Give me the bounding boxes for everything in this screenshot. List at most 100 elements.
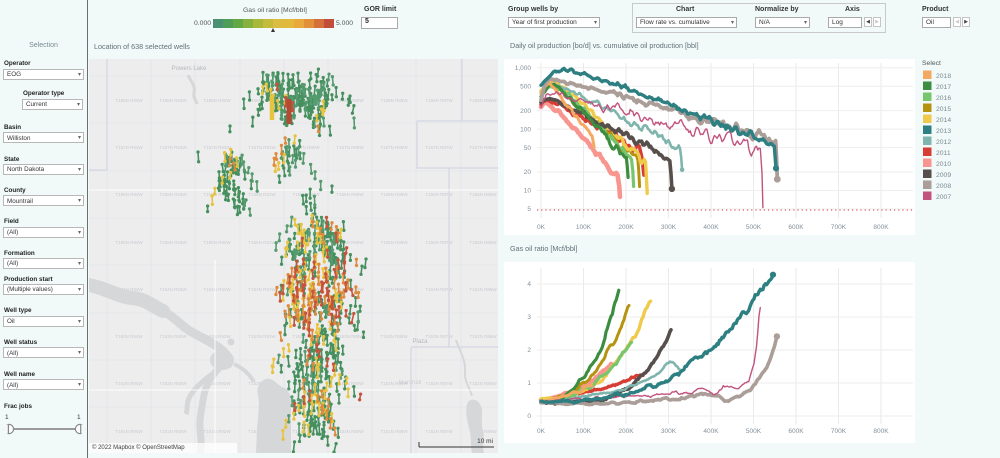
svg-text:T155N R87W: T155N R87W (425, 240, 453, 245)
svg-text:200K: 200K (618, 428, 634, 435)
svg-text:T151N R92W: T151N R92W (203, 429, 231, 434)
svg-text:T151N R89W: T151N R89W (336, 429, 364, 434)
svg-text:T151N R90W: T151N R90W (292, 429, 320, 434)
svg-text:Plaza: Plaza (412, 339, 428, 345)
svg-text:T152N R92W: T152N R92W (203, 381, 231, 386)
svg-text:T157N R92W: T157N R92W (203, 145, 231, 150)
svg-text:2009: 2009 (936, 172, 951, 179)
svg-text:600K: 600K (788, 224, 804, 231)
svg-text:3: 3 (527, 314, 531, 321)
svg-text:T157N R91W: T157N R91W (248, 145, 276, 150)
svg-text:T155N R93W: T155N R93W (159, 240, 187, 245)
svg-text:Marshall: Marshall (399, 380, 422, 386)
svg-text:T153N R90W: T153N R90W (292, 334, 320, 339)
svg-text:T158N R88W: T158N R88W (380, 98, 408, 103)
svg-text:T157N R89W: T157N R89W (336, 145, 364, 150)
svg-text:T158N R93W: T158N R93W (159, 98, 187, 103)
svg-text:2012: 2012 (936, 139, 951, 146)
svg-text:T157N R86W: T157N R86W (469, 145, 497, 150)
svg-text:T156N R92W: T156N R92W (203, 192, 231, 197)
svg-text:400K: 400K (703, 428, 719, 435)
svg-text:T156N R93W: T156N R93W (159, 192, 187, 197)
svg-text:500: 500 (520, 83, 531, 90)
svg-text:T155N R94W: T155N R94W (115, 240, 143, 245)
svg-text:0: 0 (527, 413, 531, 420)
svg-text:T154N R92W: T154N R92W (203, 287, 231, 292)
svg-text:T157N R90W: T157N R90W (292, 145, 320, 150)
svg-text:700K: 700K (831, 224, 847, 231)
svg-text:800K: 800K (873, 224, 889, 231)
svg-text:100: 100 (520, 126, 531, 133)
svg-text:T154N R87W: T154N R87W (425, 287, 453, 292)
svg-text:2010: 2010 (936, 161, 951, 168)
svg-text:T153N R94W: T153N R94W (115, 334, 143, 339)
svg-text:T154N R93W: T154N R93W (159, 287, 187, 292)
svg-text:T155N R88W: T155N R88W (380, 240, 408, 245)
svg-text:10 mi: 10 mi (477, 438, 493, 445)
svg-text:Select: Select (922, 60, 941, 67)
svg-text:100K: 100K (576, 428, 592, 435)
svg-text:2015: 2015 (936, 106, 951, 113)
svg-text:T156N R88W: T156N R88W (380, 192, 408, 197)
svg-text:2017: 2017 (936, 84, 951, 91)
svg-text:T153N R91W: T153N R91W (248, 334, 276, 339)
svg-text:T155N R86W: T155N R86W (469, 240, 497, 245)
svg-text:T156N R94W: T156N R94W (115, 192, 143, 197)
svg-text:T158N R90W: T158N R90W (292, 98, 320, 103)
svg-text:T157N R94W: T157N R94W (115, 145, 143, 150)
svg-text:2013: 2013 (936, 128, 951, 135)
svg-text:T153N R88W: T153N R88W (380, 334, 408, 339)
svg-text:T152N R87W: T152N R87W (425, 381, 453, 386)
svg-text:T153N R86W: T153N R86W (469, 334, 497, 339)
svg-text:2011: 2011 (936, 150, 951, 157)
svg-text:T153N R93W: T153N R93W (159, 334, 187, 339)
svg-text:2: 2 (527, 347, 531, 354)
svg-text:20: 20 (524, 169, 532, 176)
svg-text:T151N R86W: T151N R86W (469, 429, 497, 434)
svg-text:T157N R93W: T157N R93W (159, 145, 187, 150)
svg-text:5: 5 (527, 206, 531, 213)
svg-text:T152N R89W: T152N R89W (336, 381, 364, 386)
svg-text:T155N R92W: T155N R92W (203, 240, 231, 245)
svg-text:10: 10 (524, 188, 532, 195)
svg-text:T154N R91W: T154N R91W (248, 287, 276, 292)
svg-text:T155N R91W: T155N R91W (248, 240, 276, 245)
svg-text:T154N R88W: T154N R88W (380, 287, 408, 292)
svg-text:400K: 400K (703, 224, 719, 231)
svg-text:T152N R86W: T152N R86W (469, 381, 497, 386)
svg-text:2008: 2008 (936, 183, 951, 190)
svg-text:T152N R88W: T152N R88W (380, 381, 408, 386)
svg-text:700K: 700K (831, 428, 847, 435)
svg-text:T158N R86W: T158N R86W (469, 98, 497, 103)
svg-text:T158N R92W: T158N R92W (203, 98, 231, 103)
svg-text:T154N R94W: T154N R94W (115, 287, 143, 292)
svg-text:2016: 2016 (936, 95, 951, 102)
svg-text:T151N R94W: T151N R94W (115, 429, 143, 434)
svg-text:T156N R87W: T156N R87W (425, 192, 453, 197)
svg-text:0K: 0K (537, 428, 546, 435)
svg-text:500K: 500K (746, 224, 762, 231)
svg-text:T152N R94W: T152N R94W (115, 381, 143, 386)
svg-text:T151N R88W: T151N R88W (380, 429, 408, 434)
svg-text:T155N R89W: T155N R89W (336, 240, 364, 245)
svg-text:T151N R87W: T151N R87W (425, 429, 453, 434)
svg-text:300K: 300K (661, 224, 677, 231)
svg-text:50: 50 (524, 145, 532, 152)
svg-text:T157N R88W: T157N R88W (380, 145, 408, 150)
svg-text:T156N R91W: T156N R91W (248, 192, 276, 197)
svg-text:1: 1 (527, 380, 531, 387)
svg-text:2007: 2007 (936, 194, 951, 201)
svg-text:T156N R86W: T156N R86W (469, 192, 497, 197)
svg-text:800K: 800K (873, 428, 889, 435)
svg-text:T154N R86W: T154N R86W (469, 287, 497, 292)
svg-text:T153N R92W: T153N R92W (203, 334, 231, 339)
svg-text:T158N R87W: T158N R87W (425, 98, 453, 103)
svg-text:2018: 2018 (936, 73, 951, 80)
svg-text:600K: 600K (788, 428, 804, 435)
svg-text:T157N R87W: T157N R87W (425, 145, 453, 150)
svg-text:T153N R89W: T153N R89W (336, 334, 364, 339)
svg-text:T156N R89W: T156N R89W (336, 192, 364, 197)
svg-text:200K: 200K (618, 224, 634, 231)
svg-text:2014: 2014 (936, 117, 951, 124)
svg-text:100K: 100K (576, 224, 592, 231)
